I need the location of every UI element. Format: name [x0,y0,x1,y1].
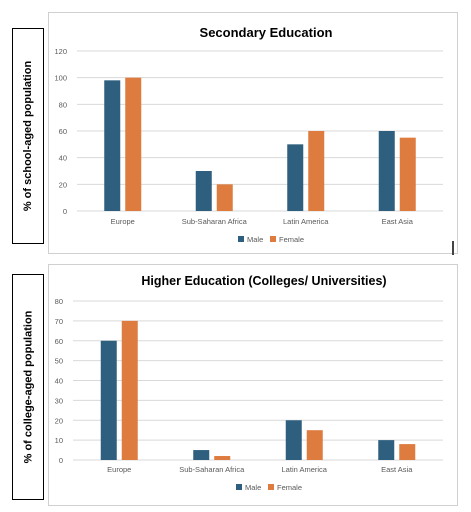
y-axis-label-box: % of college-aged population [12,274,44,500]
y-tick-label: 40 [59,154,67,163]
bar-female-east-asia [399,137,416,211]
legend-swatch-female [268,484,274,490]
y-tick-label: 80 [55,297,63,306]
x-category-label: Latin America [282,465,328,474]
y-axis-label-box: % of school-aged population [12,28,44,244]
y-axis-label: % of school-aged population [22,60,35,212]
bar-female-latin-america [308,131,325,211]
y-tick-label: 20 [55,416,63,425]
chart-area: Higher Education (Colleges/ Universities… [48,264,458,506]
y-tick-label: 10 [55,436,63,445]
y-tick-label: 0 [59,456,63,465]
bar-male-sub-saharan-africa [193,450,210,460]
bar-male-latin-america [287,144,304,211]
y-tick-label: 30 [55,396,63,405]
legend-label-male: Male [245,483,261,492]
divider-mark [452,241,454,255]
bar-female-latin-america [306,430,323,460]
x-category-label: Sub-Saharan Africa [179,465,245,474]
bar-female-east-asia [399,444,416,460]
bar-male-east-asia [378,131,395,211]
legend-label-male: Male [247,235,263,244]
y-tick-label: 60 [55,337,63,346]
bar-female-sub-saharan-africa [214,456,231,460]
x-category-label: East Asia [382,217,414,226]
x-category-label: Europe [111,217,135,226]
bar-male-east-asia [378,440,395,460]
y-axis-label: % of college-aged population [22,310,34,464]
y-tick-label: 120 [54,47,67,56]
y-tick-label: 70 [55,317,63,326]
bar-female-europe [125,77,142,212]
y-tick-label: 0 [63,207,67,216]
bar-female-europe [121,320,138,460]
chart-title: Secondary Education [200,25,333,40]
legend-label-female: Female [277,483,302,492]
y-tick-label: 50 [55,357,63,366]
legend-swatch-male [238,236,244,242]
x-category-label: East Asia [381,465,413,474]
bar-male-europe [104,80,121,211]
x-category-label: Europe [107,465,131,474]
y-tick-label: 20 [59,180,67,189]
legend-label-female: Female [279,235,304,244]
chart-area: Secondary Education 0 20 40 60 80 100 120 Europe… [48,12,458,254]
y-tick-label: 40 [55,377,63,386]
bar-female-sub-saharan-africa [216,184,233,211]
y-tick-label: 100 [54,74,67,83]
higher-education-chart: Higher Education (Colleges/ Universities… [55,274,443,492]
y-tick-label: 80 [59,100,67,109]
bar-male-sub-saharan-africa [195,171,212,211]
secondary-education-chart: Secondary Education 0 20 40 60 80 100 120 Europe… [54,25,443,244]
x-category-label: Sub-Saharan Africa [182,217,248,226]
legend-swatch-female [270,236,276,242]
y-tick-label: 60 [59,127,67,136]
bar-male-europe [100,340,117,460]
x-category-label: Latin America [283,217,329,226]
chart-title: Higher Education (Colleges/ Universities… [141,274,386,288]
legend-swatch-male [236,484,242,490]
bar-male-latin-america [285,420,302,460]
